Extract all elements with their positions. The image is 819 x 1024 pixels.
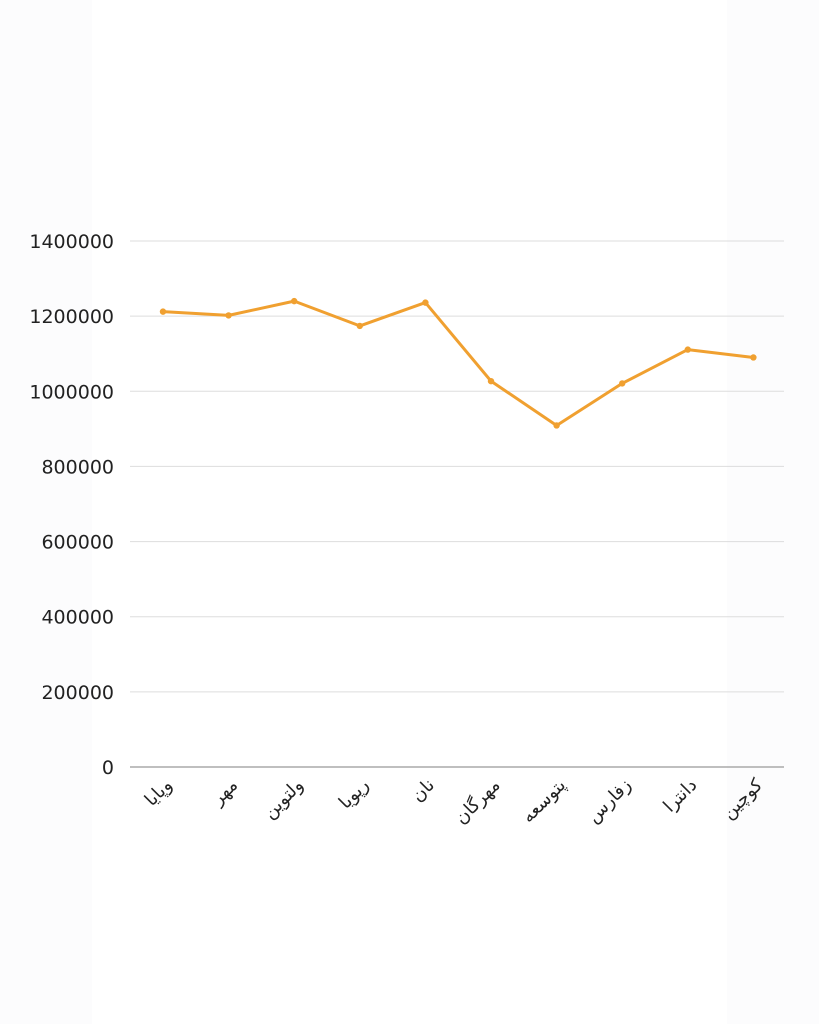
data-point (356, 322, 363, 330)
x-tick-label: رپویا (335, 775, 374, 814)
data-point (750, 354, 757, 361)
data-points (159, 297, 757, 429)
x-tick-label: دانترا (659, 775, 701, 817)
y-tick-label: 600000 (41, 532, 114, 554)
data-point (619, 380, 626, 387)
data-point (422, 299, 429, 306)
x-tick-label: مهرگان (450, 774, 505, 829)
series-line-group (161, 299, 755, 427)
x-tick-label: زفارس (583, 775, 636, 828)
data-point (553, 422, 560, 429)
x-tick-label: کوچین (718, 774, 767, 823)
y-tick-label: 400000 (41, 607, 114, 629)
data-point (225, 312, 232, 319)
x-tick-label: وپایا (141, 775, 177, 811)
x-axis-ticks: وپایا مهر ولتوین رپویا نان مهرگان پتوسعه زفارس د… (141, 774, 768, 829)
data-point (487, 377, 495, 385)
y-tick-label: 1400000 (29, 231, 114, 253)
x-tick-label: مهر (207, 775, 242, 810)
x-tick-label: نان (407, 775, 439, 807)
left-margin-panel (0, 0, 92, 1024)
series-line (161, 299, 755, 427)
y-tick-label: 0 (102, 757, 114, 779)
y-axis-ticks: 0 200000 400000 600000 800000 1000000 1200000 1… (29, 231, 114, 779)
x-tick-label: ولتوین (259, 775, 308, 824)
y-tick-label: 200000 (41, 682, 114, 704)
gridlines (130, 240, 784, 693)
data-point (291, 297, 298, 305)
y-tick-label: 800000 (41, 456, 114, 478)
data-point (684, 346, 691, 353)
x-tick-label: پتوسعه (518, 775, 570, 827)
data-point (159, 308, 167, 315)
y-tick-label: 1000000 (29, 381, 114, 403)
y-tick-label: 1200000 (29, 306, 114, 328)
right-margin-panel (727, 0, 819, 1024)
